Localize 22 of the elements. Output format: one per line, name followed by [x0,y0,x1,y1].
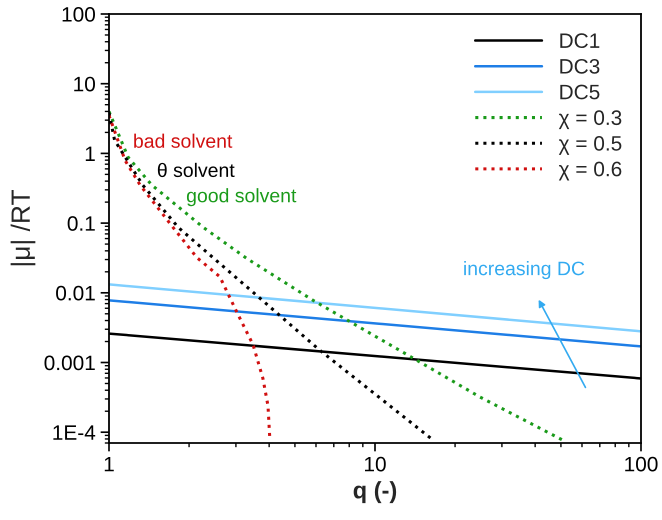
y-tick-label: 0.01 [56,286,95,301]
annotation: good solvent [186,188,296,206]
x-axis-title: q (-) [354,481,396,504]
annotation: increasing DC [464,261,584,280]
y-tick-label: 0.1 [68,216,95,231]
x-tick-label: 10 [365,456,386,472]
legend-label: DC5 [560,84,600,100]
y-tick-label: 1 [86,146,95,161]
legend-label: χ = 0.5 [558,136,622,155]
x-tick-label: 100 [625,456,658,472]
y-tick-label: 100 [62,7,95,22]
annotation: θ solvent [158,162,235,178]
legend-label: χ = 0.3 [558,110,622,130]
legend-label: DC1 [560,33,600,48]
legend-label: χ = 0.6 [558,162,622,181]
x-tick-label: 1 [104,456,114,472]
y-tick-label: 0.001 [44,356,95,370]
y-axis-title: |μ| /RT [10,190,36,266]
legend-label: DC3 [560,58,600,74]
annotation: bad solvent [134,134,232,148]
y-tick-label: 1E-4 [53,425,96,440]
y-tick-label: 10 [74,76,95,92]
